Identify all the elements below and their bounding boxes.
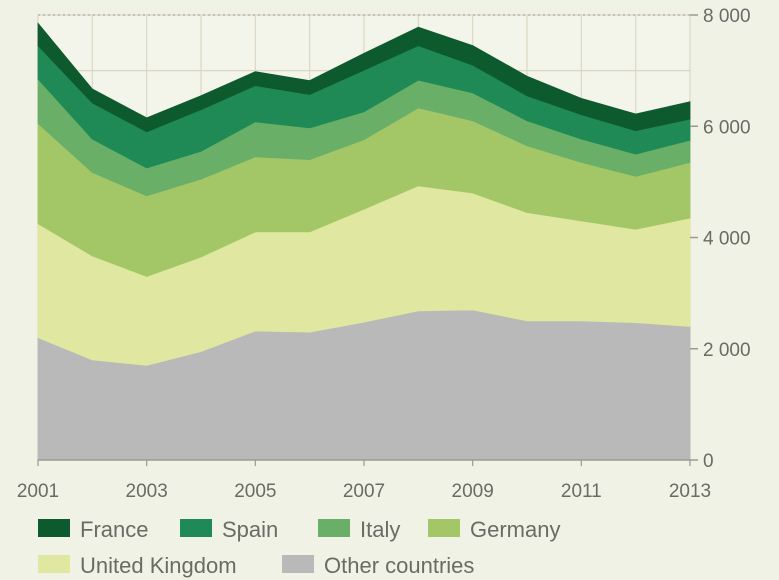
legend-swatch-germany: [428, 519, 460, 537]
y-tick-label: 2 000: [703, 340, 751, 361]
legend: France Spain Italy Germany United Kingdom Oth…: [38, 517, 560, 578]
y-tick-label: 8 000: [703, 6, 751, 27]
x-tick-label: 2005: [234, 481, 276, 502]
x-tick-label: 2007: [343, 481, 385, 502]
legend-swatch-spain: [180, 519, 212, 537]
legend-swatch-united-kingdom: [38, 555, 70, 573]
x-tick-label: 2013: [669, 481, 711, 502]
legend-label-other-countries: Other countries: [324, 553, 474, 578]
legend-swatch-other-countries: [282, 555, 314, 573]
x-tick-label: 2001: [17, 481, 59, 502]
legend-swatch-italy: [318, 519, 350, 537]
axes: 0 2 000 4 000 6 000 8 000 2001 2003 2005 2007 200…: [17, 6, 751, 502]
legend-label-france: France: [80, 517, 148, 542]
legend-label-spain: Spain: [222, 517, 278, 542]
legend-label-germany: Germany: [470, 517, 560, 542]
area-series: [37, 22, 691, 461]
y-tick-label: 0: [703, 451, 714, 472]
y-tick-label: 6 000: [703, 117, 751, 138]
legend-label-italy: Italy: [360, 517, 400, 542]
area-france: [37, 22, 691, 133]
x-tick-label: 2011: [561, 481, 602, 502]
legend-label-united-kingdom: United Kingdom: [80, 553, 237, 578]
legend-swatch-france: [38, 519, 70, 537]
y-tick-label: 4 000: [703, 229, 751, 250]
x-tick-label: 2009: [452, 481, 494, 502]
x-tick-label: 2003: [126, 481, 168, 502]
